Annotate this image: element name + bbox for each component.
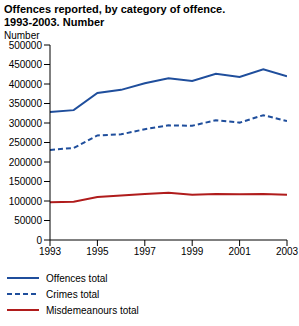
svg-text:1999: 1999	[181, 246, 204, 257]
svg-text:1997: 1997	[134, 246, 157, 257]
svg-text:2001: 2001	[228, 246, 251, 257]
html-text:Number: Number	[4, 30, 40, 41]
svg-text:350000: 350000	[9, 98, 43, 109]
html-text:Misdemeanours total: Misdemeanours total	[46, 304, 139, 316]
svg-text:300000: 300000	[9, 118, 43, 129]
html-text:Offences reported, by category: Offences reported, by category of offenc…	[4, 3, 226, 15]
svg-text:1995: 1995	[86, 246, 109, 257]
html-text:1993-2003. Number: 1993-2003. Number	[4, 16, 105, 28]
svg-text:1993: 1993	[39, 246, 62, 257]
svg-text:200000: 200000	[9, 157, 43, 168]
svg-text:2003: 2003	[276, 246, 291, 257]
html-text:Crimes total: Crimes total	[46, 288, 100, 300]
svg-text:450000: 450000	[9, 59, 43, 70]
svg-text:100000: 100000	[9, 196, 43, 207]
svg-text:0: 0	[36, 235, 42, 246]
html-text:Offences total: Offences total	[46, 272, 108, 284]
svg-text:400000: 400000	[9, 79, 43, 90]
svg-text:250000: 250000	[9, 137, 43, 148]
svg-text:150000: 150000	[9, 176, 43, 187]
svg-text:500000: 500000	[9, 40, 43, 51]
svg-text:50000: 50000	[14, 215, 42, 226]
